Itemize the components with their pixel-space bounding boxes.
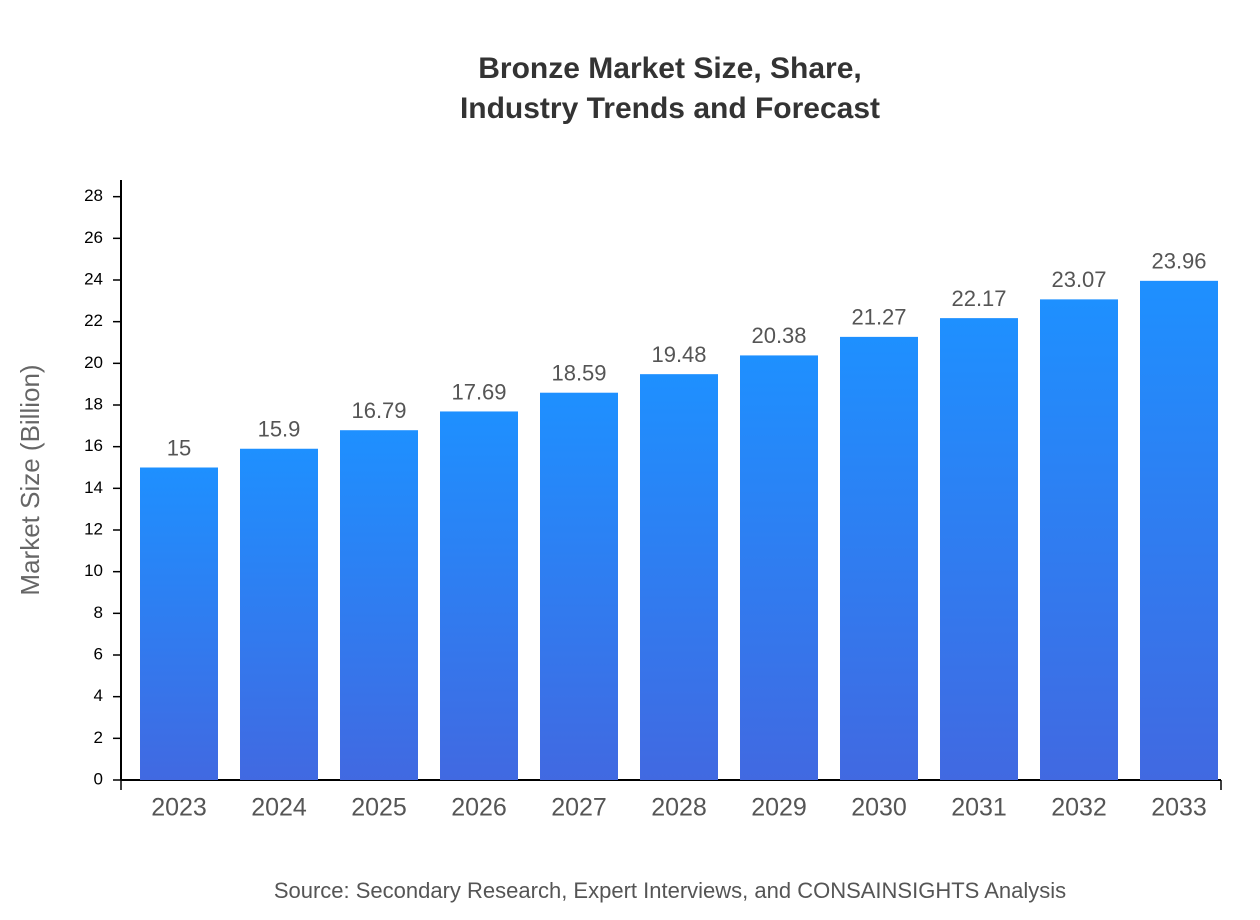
y-tick-label: 2: [94, 728, 103, 747]
x-tick-label: 2032: [1051, 794, 1107, 822]
chart-title: Industry Trends and Forecast: [460, 92, 880, 125]
y-tick-label: 18: [84, 394, 103, 413]
bar: [640, 374, 718, 780]
data-label: 23.07: [1051, 267, 1106, 292]
bar: [540, 392, 618, 780]
bar: [340, 430, 418, 780]
x-tick-label: 2027: [551, 794, 607, 822]
x-tick-label: 2030: [851, 794, 907, 822]
x-tick-label: 2028: [651, 794, 707, 822]
y-tick-label: 12: [84, 519, 103, 538]
x-tick-label: 2033: [1151, 794, 1207, 822]
y-tick-label: 4: [94, 686, 103, 705]
x-tick-label: 2023: [151, 794, 207, 822]
x-tick-label: 2029: [751, 794, 807, 822]
x-tick-label: 2024: [251, 794, 307, 822]
data-label: 17.69: [451, 379, 506, 404]
y-axis-label: Market Size (Billion): [15, 364, 45, 595]
source-note: Source: Secondary Research, Expert Inter…: [274, 878, 1066, 903]
bar: [1140, 280, 1218, 780]
bar: [440, 411, 518, 780]
x-tick-label: 2026: [451, 794, 507, 822]
y-tick-label: 14: [84, 478, 103, 497]
bar: [240, 448, 318, 780]
data-label: 16.79: [351, 398, 406, 423]
data-label: 15.9: [258, 417, 301, 442]
x-tick-label: 2025: [351, 794, 407, 822]
y-tick-label: 8: [94, 603, 103, 622]
chart-title: Bronze Market Size, Share,: [478, 52, 861, 85]
bar: [140, 467, 218, 780]
bar: [740, 355, 818, 780]
y-tick-label: 20: [84, 353, 103, 372]
y-tick-label: 24: [84, 269, 103, 288]
data-label: 19.48: [651, 342, 706, 367]
x-tick-label: 2031: [951, 794, 1007, 822]
data-label: 22.17: [951, 286, 1006, 311]
bar: [1040, 299, 1118, 780]
y-tick-label: 26: [84, 228, 103, 247]
data-label: 23.96: [1151, 249, 1206, 274]
y-tick-label: 22: [84, 311, 103, 330]
y-tick-label: 6: [94, 644, 103, 663]
bar: [840, 336, 918, 780]
data-label: 15: [167, 435, 191, 460]
y-tick-label: 16: [84, 436, 103, 455]
y-tick-label: 28: [84, 186, 103, 205]
bar: [940, 318, 1018, 780]
data-label: 21.27: [851, 305, 906, 330]
y-tick-label: 0: [94, 769, 103, 788]
y-tick-label: 10: [84, 561, 103, 580]
data-label: 20.38: [751, 323, 806, 348]
data-label: 18.59: [551, 361, 606, 386]
